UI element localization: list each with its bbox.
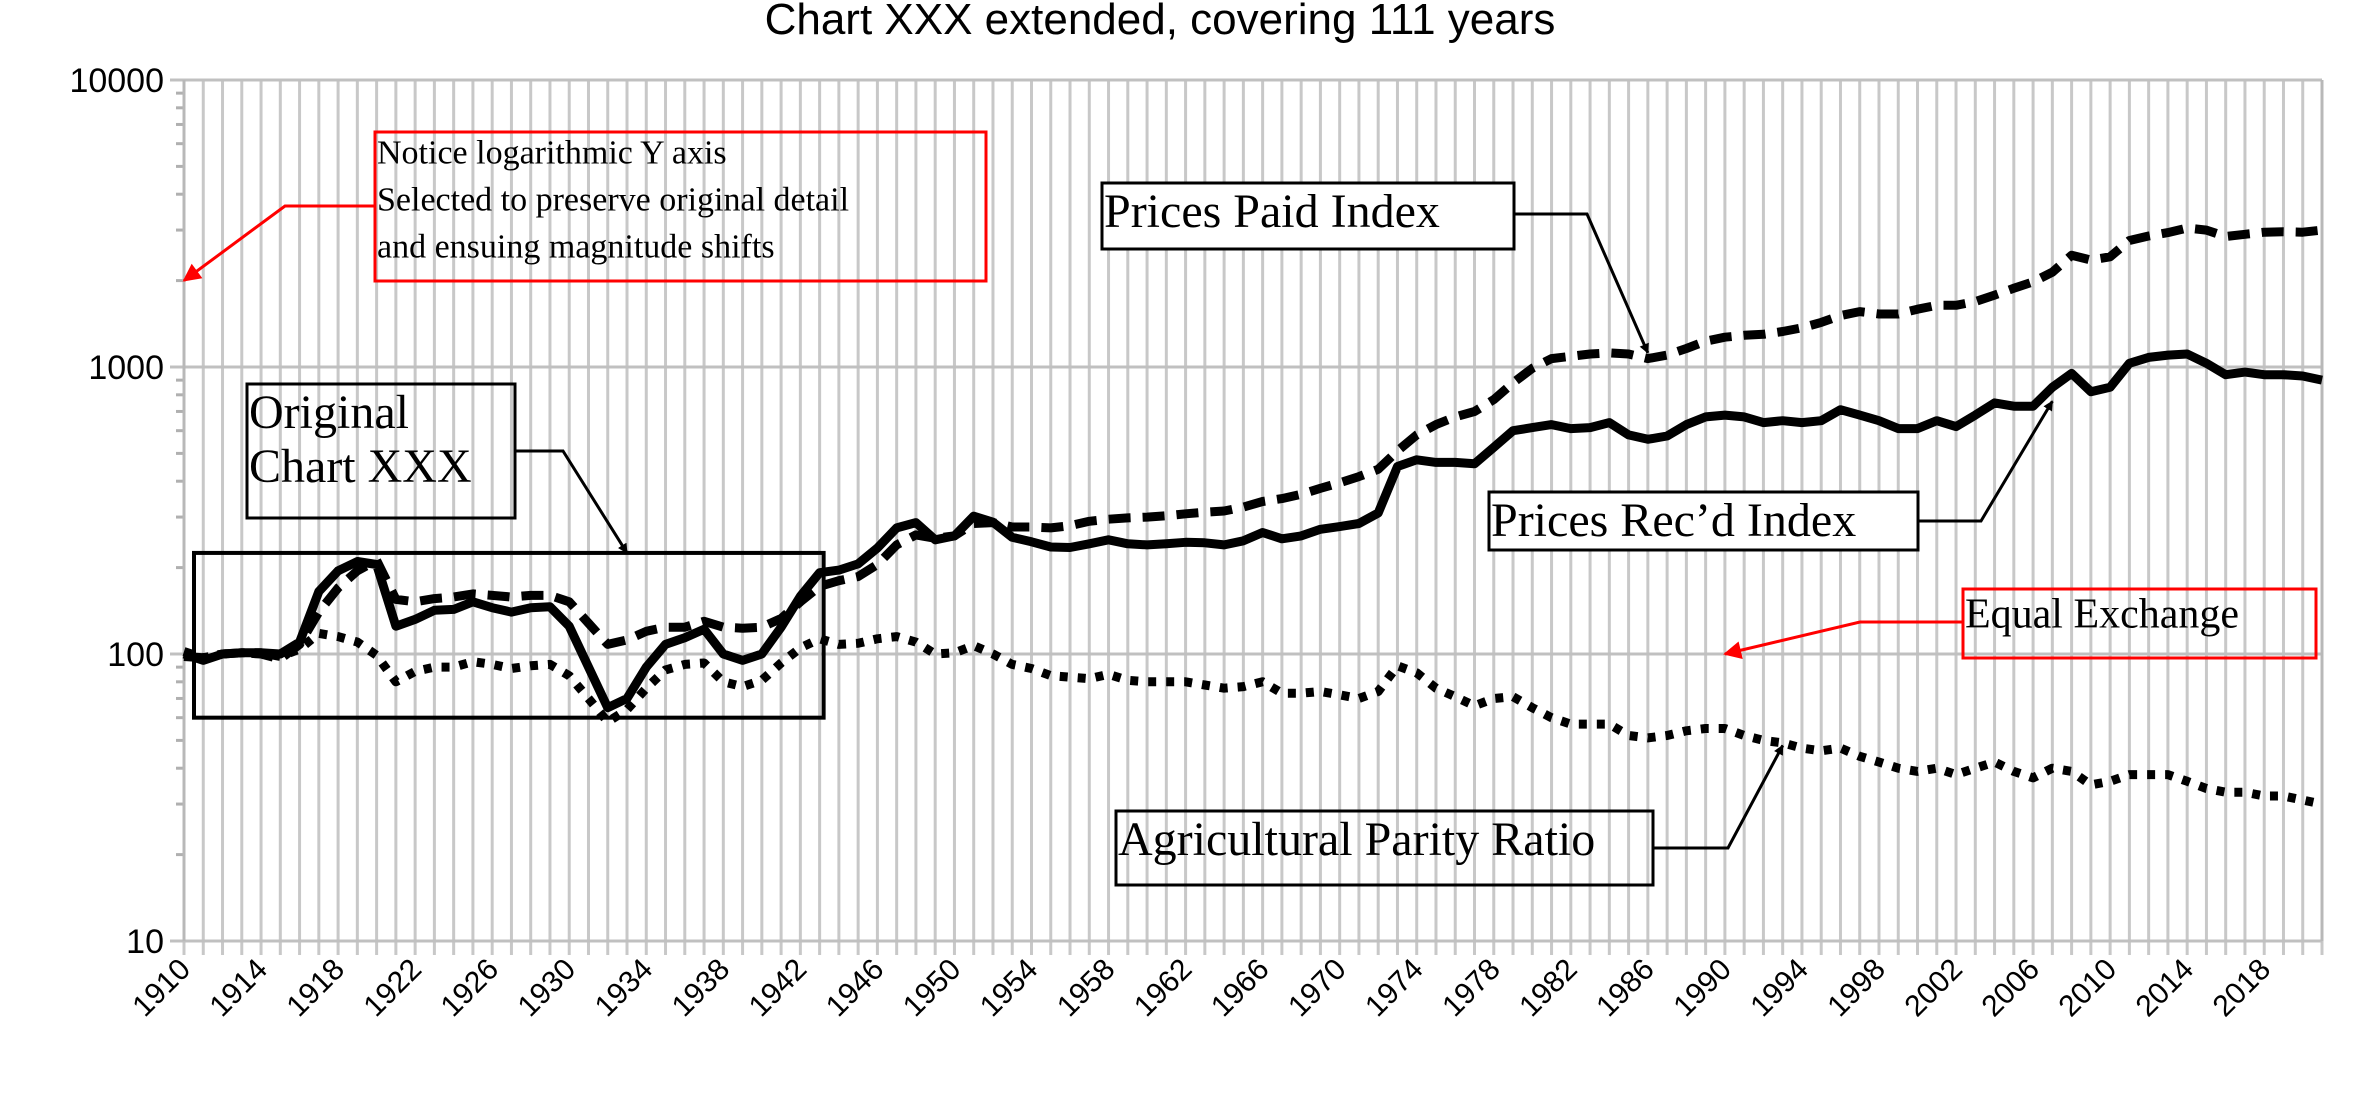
prices-paid-label-box (1100, 181, 1516, 251)
parity-label-arrow (1653, 744, 1785, 850)
original-chart-label-arrow (515, 449, 629, 554)
x-tick-label: 1962 (1128, 953, 1199, 1024)
log-note-arrow (182, 204, 375, 282)
x-tick-label: 1942 (743, 953, 814, 1024)
prices-recd-label-arrow (1918, 400, 2054, 523)
x-tick-label: 1950 (897, 953, 968, 1024)
x-tick-label: 1958 (1051, 953, 1122, 1024)
prices-recd-label-box (1487, 490, 1920, 552)
x-tick-label: 1918 (281, 953, 352, 1024)
annotation-layer: Notice logarithmic Y axis Selected to pre… (182, 130, 2318, 887)
x-tick-label: 2010 (2053, 953, 2124, 1024)
parity-label-text: Agricultural Parity Ratio (1118, 813, 1595, 866)
original-chart-label-text: Original (249, 386, 409, 439)
x-tick-label: 1990 (1667, 953, 1738, 1024)
series-agricultural-parity-ratio-line (182, 628, 2323, 809)
series-prices-rec-d-index-line (182, 349, 2323, 713)
x-tick-label: 2014 (2130, 953, 2201, 1024)
series-prices-paid-index-line (183, 223, 2323, 664)
y-tick-label: 1000 (88, 349, 164, 387)
log-note-text: Notice logarithmic Y axis (377, 134, 727, 171)
x-tick-label: 1994 (1744, 953, 1815, 1024)
prices-paid-label-text: Prices Paid Index (1104, 185, 1440, 238)
x-tick-label: 1998 (1821, 953, 1892, 1024)
log-note-text: Selected to preserve original detail (377, 181, 849, 218)
series-layer (182, 223, 2323, 809)
prices-recd-label-text: Prices Rec’d Index (1491, 494, 1856, 547)
original-chart-label-text: Chart XXX (249, 440, 472, 493)
x-tick-label: 1934 (589, 953, 660, 1024)
original-chart-region-box (192, 550, 826, 720)
x-tick-label: 1930 (512, 953, 583, 1024)
x-tick-label: 1914 (203, 953, 274, 1024)
x-tick-label: 1966 (1205, 953, 1276, 1024)
y-tick-label: 100 (107, 636, 164, 674)
x-tick-label: 2018 (2207, 953, 2278, 1024)
prices-paid-label-arrow (1514, 212, 1650, 354)
log-note-text: and ensuing magnitude shifts (377, 228, 775, 265)
x-tick-label: 1922 (358, 953, 429, 1024)
x-tick-label: 1910 (126, 953, 197, 1024)
chart-title: Chart XXX extended, covering 111 years (765, 0, 1556, 44)
y-tick-label: 10 (126, 923, 164, 961)
x-tick-label: 1946 (820, 953, 891, 1024)
x-tick-label: 1982 (1513, 953, 1584, 1024)
x-tick-label: 2002 (1898, 953, 1969, 1024)
x-tick-label: 1978 (1436, 953, 1507, 1024)
x-tick-label: 1926 (435, 953, 506, 1024)
y-tick-label: 10000 (69, 62, 164, 100)
x-tick-label: 1970 (1282, 953, 1353, 1024)
equal-exchange-label-text: Equal Exchange (1965, 592, 2239, 638)
x-tick-label: 1974 (1359, 953, 1430, 1024)
x-tick-label: 1938 (666, 953, 737, 1024)
x-tick-label: 2006 (1975, 953, 2046, 1024)
equal-exchange-label-arrow (1723, 620, 1963, 660)
x-tick-label: 1954 (974, 953, 1045, 1024)
x-axis: 1910 1914 1918 1922 1926 1930 1934 1938 1942 1946… (126, 953, 2277, 1024)
x-tick-label: 1986 (1590, 953, 1661, 1024)
y-axis: 10 100 1000 10000 (69, 62, 164, 961)
